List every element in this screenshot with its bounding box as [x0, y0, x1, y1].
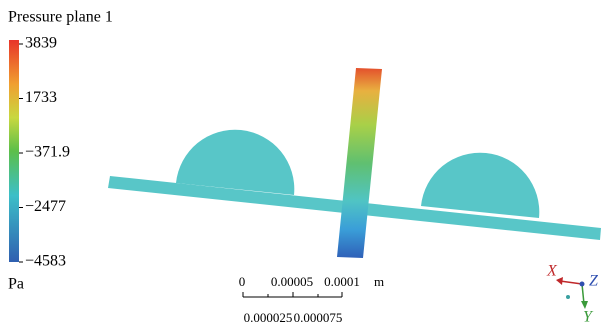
color-bar-label: −371.9: [25, 144, 70, 161]
scale-label: 0.000025: [244, 310, 293, 325]
axis-triad: X Z Y: [546, 263, 599, 326]
scale-label: 0.0001: [324, 274, 360, 289]
pillar: [337, 68, 382, 258]
viewport: Pressure plane 1 3839 1733 −371.9 −2477 −458…: [0, 0, 601, 326]
color-bar-label: −2477: [25, 198, 66, 215]
scale-unit: m: [374, 274, 384, 289]
scale-label: 0: [239, 274, 246, 289]
color-bar-label: −4583: [25, 253, 66, 270]
color-bar-label: 3839: [25, 35, 57, 52]
unit-label: Pa: [8, 276, 24, 293]
scale-label: 0.00005: [271, 274, 313, 289]
axis-x: X: [546, 263, 558, 280]
color-bar-label: 1733: [25, 89, 57, 106]
legend-title: Pressure plane 1: [8, 9, 113, 26]
color-bar: [9, 40, 19, 262]
axis-z: Z: [589, 273, 599, 290]
axis-y: Y: [583, 309, 594, 326]
scale-label: 0.000075: [294, 310, 343, 325]
